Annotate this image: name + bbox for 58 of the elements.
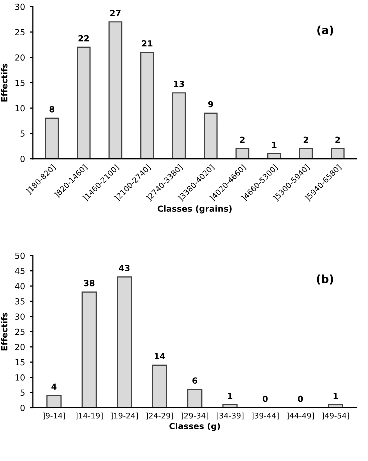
data-label: 22 (78, 35, 89, 42)
annotation: (b) (317, 274, 334, 285)
data-label: 2 (304, 136, 308, 144)
bar (117, 276, 132, 408)
y-axis-title: Effectifs (1, 64, 8, 102)
x-axis-title: Classes (g) (170, 423, 220, 432)
data-label: 0 (298, 396, 304, 402)
y-tick-label: 40 (15, 283, 25, 290)
bar (268, 153, 282, 160)
bar (82, 292, 98, 408)
data-label: 8 (50, 106, 55, 113)
y-tick-label: 30 (16, 4, 25, 10)
y-tick-label: 50 (16, 252, 25, 260)
bar (187, 389, 203, 408)
y-tick-label: 25 (15, 29, 25, 36)
data-label: 1 (272, 142, 277, 148)
y-tick-label: 5 (20, 390, 25, 396)
y-tick-label: 45 (15, 268, 25, 274)
data-label: 0 (262, 396, 268, 402)
y-tick-label: 0 (20, 404, 25, 412)
y-tick-label: 5 (20, 130, 25, 137)
data-label: 38 (84, 280, 95, 287)
data-label: 21 (142, 40, 153, 47)
data-label: 13 (174, 81, 184, 88)
y-tick-label: 30 (16, 314, 25, 320)
y-tick-label: 25 (15, 328, 25, 336)
data-label: 27 (110, 10, 121, 16)
annotation: (a) (318, 26, 334, 36)
bar (77, 46, 91, 160)
y-tick-label: 20 (15, 54, 25, 61)
y-tick-label: 15 (16, 80, 25, 86)
bar (236, 148, 250, 160)
bar (140, 52, 154, 160)
data-label: 2 (336, 136, 340, 144)
x-axis-title: Classes (grains) (158, 206, 232, 214)
y-tick-label: 10 (16, 374, 25, 381)
y-axis-title: Effectifs (1, 312, 8, 351)
data-label: 43 (119, 265, 130, 272)
bar (172, 92, 186, 160)
data-label: 1 (228, 392, 233, 400)
data-label: 4 (52, 384, 57, 390)
bar (204, 112, 218, 160)
data-label: 1 (334, 392, 338, 400)
y-tick-label: 0 (20, 156, 25, 162)
y-tick-label: 35 (16, 298, 25, 305)
bar (108, 22, 123, 160)
bar (46, 395, 62, 408)
bar (299, 148, 314, 160)
y-tick-label: 15 (16, 359, 25, 366)
data-label: 14 (154, 353, 166, 360)
data-label: 2 (240, 136, 245, 144)
data-label: 6 (192, 378, 198, 384)
bar (152, 364, 168, 408)
bar (331, 148, 345, 160)
data-label: 9 (208, 101, 214, 108)
bar (45, 118, 60, 160)
y-tick-label: 20 (15, 344, 25, 350)
y-tick-label: 10 (16, 105, 25, 112)
